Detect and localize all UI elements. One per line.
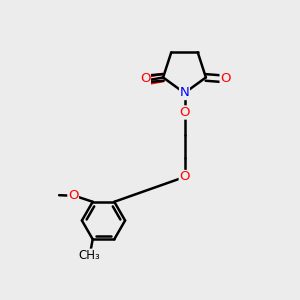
Text: O: O: [220, 73, 231, 85]
Text: O: O: [179, 170, 190, 184]
Text: O: O: [140, 73, 150, 85]
Text: O: O: [68, 189, 79, 202]
Text: O: O: [179, 106, 190, 119]
Text: CH₃: CH₃: [79, 249, 100, 262]
Text: N: N: [180, 86, 189, 100]
